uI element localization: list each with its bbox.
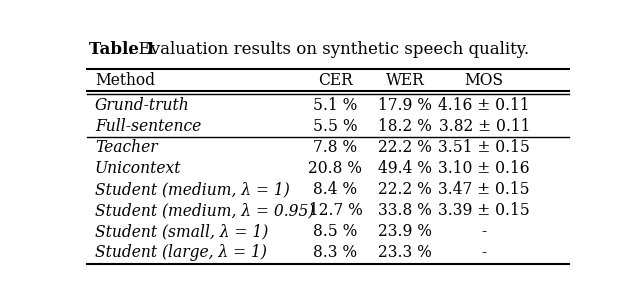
Text: 3.51 ± 0.15: 3.51 ± 0.15	[438, 139, 530, 156]
Text: 3.39 ± 0.15: 3.39 ± 0.15	[438, 202, 530, 219]
Text: -: -	[482, 223, 487, 240]
Text: Full-sentence: Full-sentence	[95, 118, 201, 135]
Text: 22.2 %: 22.2 %	[378, 139, 432, 156]
Text: -: -	[482, 244, 487, 261]
Text: CER: CER	[318, 72, 353, 89]
Text: Teacher: Teacher	[95, 139, 157, 156]
Text: . Evaluation results on synthetic speech quality.: . Evaluation results on synthetic speech…	[128, 41, 529, 58]
Text: 5.5 %: 5.5 %	[313, 118, 358, 135]
Text: Grund-truth: Grund-truth	[95, 97, 189, 114]
Text: 3.10 ± 0.16: 3.10 ± 0.16	[438, 160, 530, 177]
Text: Student (small, λ = 1): Student (small, λ = 1)	[95, 223, 268, 240]
Text: 20.8 %: 20.8 %	[308, 160, 362, 177]
Text: MOS: MOS	[465, 72, 504, 89]
Text: Student (medium, λ = 1): Student (medium, λ = 1)	[95, 181, 290, 198]
Text: 8.4 %: 8.4 %	[314, 181, 358, 198]
Text: Method: Method	[95, 72, 155, 89]
Text: 12.7 %: 12.7 %	[308, 202, 362, 219]
Text: 8.3 %: 8.3 %	[314, 244, 358, 261]
Text: 8.5 %: 8.5 %	[313, 223, 358, 240]
Text: 49.4 %: 49.4 %	[378, 160, 432, 177]
Text: WER: WER	[385, 72, 424, 89]
Text: Student (medium, λ = 0.95): Student (medium, λ = 0.95)	[95, 202, 314, 219]
Text: 23.9 %: 23.9 %	[378, 223, 432, 240]
Text: 5.1 %: 5.1 %	[313, 97, 358, 114]
Text: 18.2 %: 18.2 %	[378, 118, 432, 135]
Text: 17.9 %: 17.9 %	[378, 97, 432, 114]
Text: 3.82 ± 0.11: 3.82 ± 0.11	[438, 118, 530, 135]
Text: Student (large, λ = 1): Student (large, λ = 1)	[95, 244, 267, 261]
Text: 23.3 %: 23.3 %	[378, 244, 432, 261]
Text: 33.8 %: 33.8 %	[378, 202, 432, 219]
Text: Table 1: Table 1	[89, 41, 156, 58]
Text: 22.2 %: 22.2 %	[378, 181, 432, 198]
Text: Unicontext: Unicontext	[95, 160, 181, 177]
Text: 4.16 ± 0.11: 4.16 ± 0.11	[438, 97, 530, 114]
Text: 7.8 %: 7.8 %	[314, 139, 358, 156]
Text: 3.47 ± 0.15: 3.47 ± 0.15	[438, 181, 530, 198]
